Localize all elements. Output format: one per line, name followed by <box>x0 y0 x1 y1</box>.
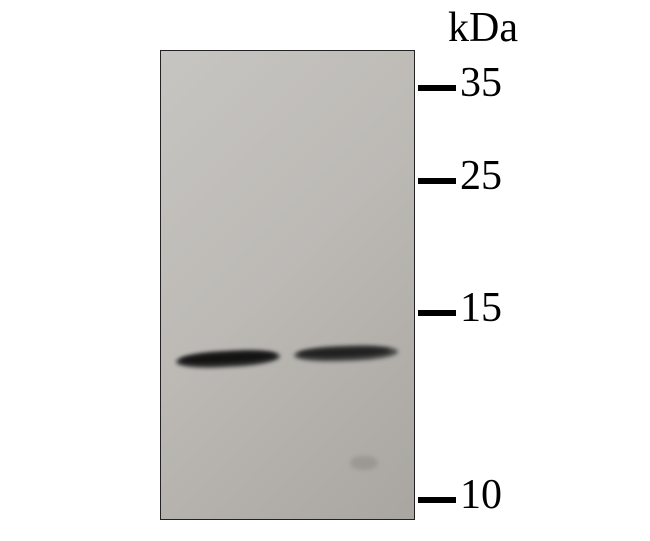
marker-label: 35 <box>460 59 502 107</box>
marker-label: 15 <box>460 284 502 332</box>
blot-membrane <box>160 50 415 520</box>
marker-label: 25 <box>460 152 502 200</box>
unit-label: kDa <box>448 4 518 52</box>
marker-tick <box>418 497 456 503</box>
artifact-smudge <box>350 456 378 470</box>
figure-canvas: kDa 35 25 15 10 <box>0 0 650 541</box>
marker-label: 10 <box>460 471 502 519</box>
marker-tick <box>418 85 456 91</box>
marker-tick <box>418 310 456 316</box>
marker-tick <box>418 178 456 184</box>
